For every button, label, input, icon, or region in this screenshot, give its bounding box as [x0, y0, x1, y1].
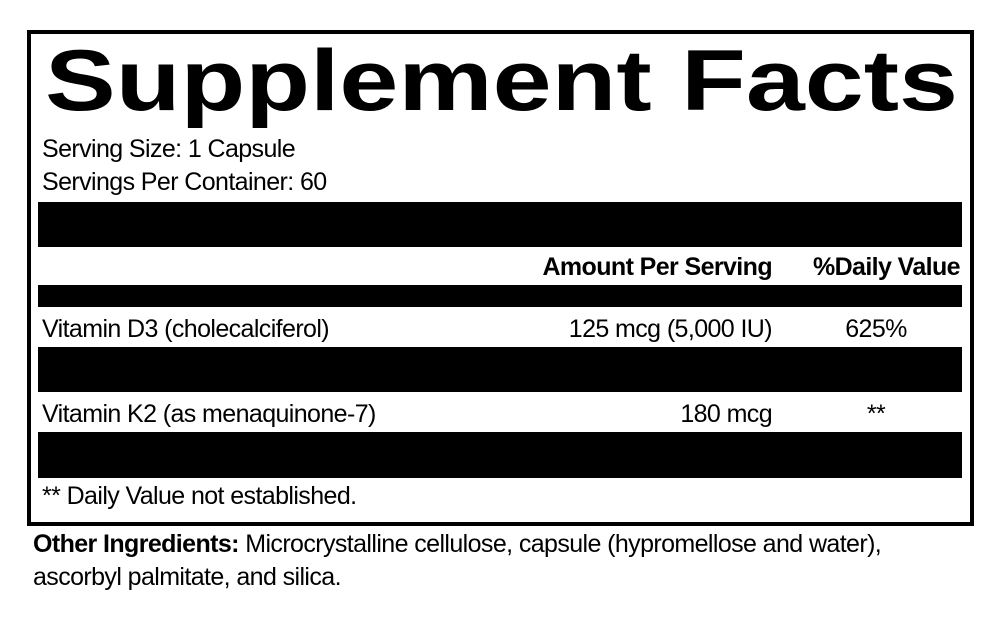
nutrient-name: Vitamin D3 (cholecalciferol) [42, 315, 329, 343]
other-ingredients-text: Microcrystalline cellulose, capsule (hyp… [33, 530, 882, 591]
divider-bar [38, 432, 962, 478]
header-amount: Amount Per Serving [542, 253, 772, 281]
divider-bar [38, 347, 962, 392]
nutrient-daily-value: 625% [845, 315, 907, 343]
label-border [27, 30, 974, 526]
title: Supplement Facts [45, 33, 958, 129]
footnote: ** Daily Value not established. [42, 482, 356, 510]
header-daily-value: %Daily Value [813, 253, 961, 281]
servings-per-container: Servings Per Container: 60 [42, 168, 327, 196]
nutrient-amount: 125 mcg (5,000 IU) [569, 315, 772, 343]
divider-bar [38, 285, 962, 307]
other-ingredients-label: Other Ingredients: [33, 530, 239, 558]
nutrient-amount: 180 mcg [680, 400, 772, 428]
nutrient-name: Vitamin K2 (as menaquinone-7) [42, 400, 376, 428]
serving-size: Serving Size: 1 Capsule [42, 135, 295, 163]
other-ingredients: Other Ingredients: Microcrystalline cell… [33, 528, 953, 594]
nutrient-daily-value: ** [867, 400, 886, 428]
divider-bar [38, 202, 962, 247]
